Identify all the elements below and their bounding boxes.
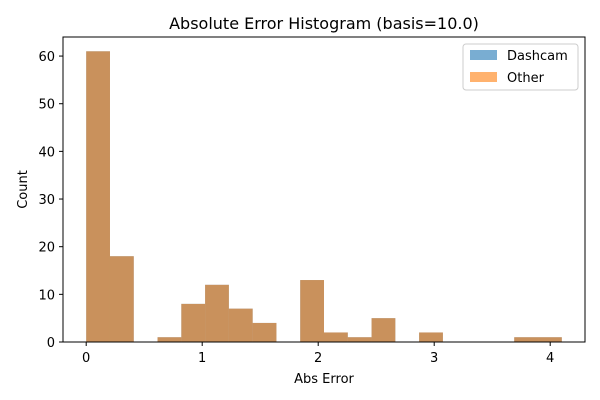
x-tick-label: 4: [546, 351, 554, 366]
y-tick-label: 0: [47, 336, 55, 351]
y-tick-label: 30: [38, 193, 55, 208]
legend-swatch-dashcam: [470, 50, 497, 60]
histogram-bar-other: [300, 280, 324, 342]
bars-layer: [86, 51, 562, 342]
legend-swatch-other: [470, 72, 497, 82]
histogram-bar-other: [181, 303, 206, 342]
y-axis-title: Count: [16, 170, 31, 209]
histogram-bar-other: [109, 256, 134, 342]
legend-label-dashcam: Dashcam: [507, 49, 568, 64]
y-tick-label: 20: [38, 241, 55, 256]
histogram-bar-other: [371, 318, 396, 342]
histogram-bar-other: [324, 332, 348, 342]
x-tick-label: 2: [314, 351, 322, 366]
x-tick-label: 0: [82, 351, 90, 366]
legend: Dashcam Other: [462, 43, 579, 91]
x-tick-label: 3: [430, 351, 438, 366]
histogram-bar-other: [419, 332, 443, 342]
x-axis-title: Abs Error: [294, 372, 354, 387]
histogram-bar-other: [514, 337, 539, 342]
y-tick-label: 60: [38, 50, 55, 65]
x-tick-label: 1: [198, 351, 206, 366]
histogram-bar-other: [347, 337, 372, 342]
y-tick-label: 40: [38, 145, 55, 160]
legend-label-other: Other: [507, 71, 545, 86]
chart-title: Absolute Error Histogram (basis=10.0): [169, 14, 479, 33]
histogram-bar-other: [538, 337, 562, 342]
y-tick-label: 50: [38, 98, 55, 113]
x-axis: 0 1 2 3 4: [82, 342, 554, 366]
y-tick-label: 10: [38, 288, 55, 303]
histogram-bar-other: [228, 308, 253, 342]
histogram-bar-other: [157, 337, 182, 342]
y-axis: 0 10 20 30 40 50 60: [38, 50, 63, 351]
plot-frame: [62, 36, 586, 343]
histogram-bar-other: [252, 322, 277, 342]
histogram-bar-other: [86, 51, 110, 342]
histogram-bar-other: [205, 284, 229, 342]
